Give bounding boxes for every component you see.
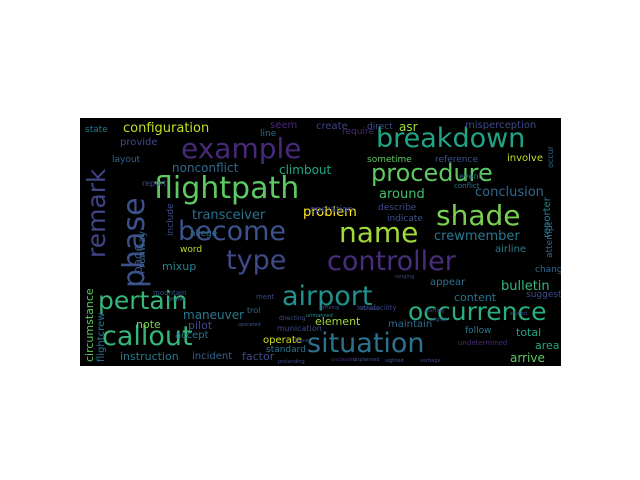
word: bulletin <box>501 279 550 294</box>
word: incident <box>192 351 233 362</box>
word: airline <box>495 244 527 255</box>
word: uncleared <box>331 357 356 363</box>
word: flightpath <box>154 171 300 206</box>
word: note <box>136 318 161 331</box>
word: circumstance <box>83 288 96 362</box>
word: starting <box>425 308 445 314</box>
word: situation <box>307 328 425 359</box>
word: maintain <box>388 319 433 330</box>
word: layout <box>112 155 141 165</box>
word: mixup <box>162 260 197 273</box>
word: example <box>181 132 302 165</box>
word: maneuver <box>183 308 245 322</box>
word: arrive <box>510 351 545 365</box>
word: create <box>316 121 348 132</box>
word: accept <box>175 330 209 341</box>
word: require <box>342 127 374 137</box>
word: include <box>166 203 176 236</box>
word: trol <box>247 306 261 315</box>
word: operate <box>263 335 302 346</box>
word: allege <box>190 229 218 239</box>
word: munication <box>277 324 322 333</box>
word: afterward <box>360 306 380 311</box>
word: pertain <box>98 286 188 315</box>
word: operated <box>238 322 261 328</box>
word: state <box>85 125 108 135</box>
word: report <box>142 179 167 188</box>
word: offered <box>168 297 186 303</box>
word: intrafacility <box>357 304 397 312</box>
word: misperception <box>465 120 537 131</box>
word: indicate <box>387 214 423 224</box>
word: seem <box>270 120 298 131</box>
word: breakdown <box>376 123 526 154</box>
word: shade <box>436 199 521 232</box>
word: area <box>535 339 560 352</box>
word: name <box>339 216 419 249</box>
word: element <box>315 315 361 328</box>
word: involve <box>507 153 544 164</box>
word: conflict <box>454 182 480 190</box>
word: place <box>295 338 309 344</box>
word: airport <box>282 281 373 312</box>
word: verbage <box>420 358 441 364</box>
word: unmanned <box>306 313 333 319</box>
word: type <box>226 245 287 276</box>
word: transceiver <box>192 208 266 223</box>
word: remark <box>82 168 111 258</box>
word: total <box>516 326 542 339</box>
word: operation <box>310 205 354 215</box>
word: pilot <box>188 319 213 332</box>
word: line <box>260 129 277 139</box>
word: configuration <box>123 121 210 136</box>
word: become <box>178 216 287 247</box>
word: ment <box>256 293 275 301</box>
word: occurrence <box>408 297 547 326</box>
word: standard <box>266 345 306 355</box>
word: english <box>430 317 448 323</box>
word: problem <box>303 205 357 220</box>
word: eluded <box>510 311 528 317</box>
word: runway <box>137 230 148 268</box>
word: occur <box>546 145 555 168</box>
word: prelanding <box>278 359 305 365</box>
word: describe <box>378 203 417 213</box>
word: controller <box>327 246 456 277</box>
word: word <box>180 245 203 255</box>
word: nonconflict <box>172 161 239 175</box>
word: flightcrew <box>96 312 107 362</box>
word: asr <box>399 120 418 134</box>
word: arriving <box>320 305 340 311</box>
word: procedure <box>371 159 493 187</box>
word: ranging <box>395 274 415 280</box>
word: direct <box>367 122 393 132</box>
word: crewmember <box>434 229 520 244</box>
word: suggest <box>526 290 561 300</box>
word: factor <box>242 350 275 363</box>
word-cloud: flightpath become controller airport sit… <box>80 118 561 366</box>
word: attempt <box>545 221 555 258</box>
word: undetermined <box>458 339 508 347</box>
word: sighted <box>385 358 404 364</box>
word: follow <box>465 326 492 336</box>
word: instruction <box>120 350 179 363</box>
word: directing <box>279 315 306 322</box>
word: callout <box>102 321 193 352</box>
word: provide <box>120 137 158 148</box>
word: content <box>454 291 497 304</box>
word: unplanned <box>353 357 380 363</box>
word: climbout <box>279 163 332 177</box>
word: appear <box>430 277 466 288</box>
word: reference <box>435 155 478 165</box>
word: sometime <box>367 155 412 165</box>
word: change <box>535 265 561 275</box>
word: conclusion <box>475 185 544 200</box>
word: around <box>379 187 425 202</box>
word: mountain <box>153 289 187 297</box>
word: event <box>459 172 482 181</box>
